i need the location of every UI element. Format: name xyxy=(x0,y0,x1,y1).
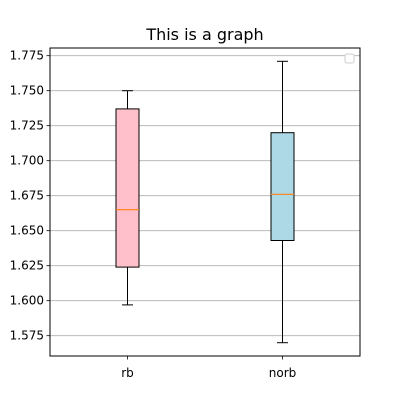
y-tick-label: 1.775 xyxy=(10,49,44,63)
box-norb xyxy=(270,60,295,344)
y-tick-label: 1.650 xyxy=(10,224,44,238)
y-tick-label: 1.575 xyxy=(10,329,44,343)
box-body xyxy=(115,108,140,268)
y-tick-label: 1.625 xyxy=(10,259,44,273)
chart-title: This is a graph xyxy=(145,25,263,44)
plot-frame xyxy=(49,47,361,357)
y-tick-label: 1.700 xyxy=(10,154,44,168)
y-tick-label: 1.725 xyxy=(10,119,44,133)
x-tick-label: norb xyxy=(269,366,297,380)
legend-box xyxy=(344,53,355,64)
y-axis: 1.575 1.600 1.625 1.650 1.675 1.700 1.725 1.750… xyxy=(10,49,50,343)
x-tick-label: rb xyxy=(121,366,134,380)
x-axis: rb norb xyxy=(121,356,296,380)
y-tick-label: 1.675 xyxy=(10,189,44,203)
grid-lines xyxy=(50,55,360,337)
box-body xyxy=(270,132,295,241)
y-tick-label: 1.750 xyxy=(10,84,44,98)
boxes-layer xyxy=(115,60,295,344)
box-rb xyxy=(115,90,140,306)
y-tick-label: 1.600 xyxy=(10,294,44,308)
